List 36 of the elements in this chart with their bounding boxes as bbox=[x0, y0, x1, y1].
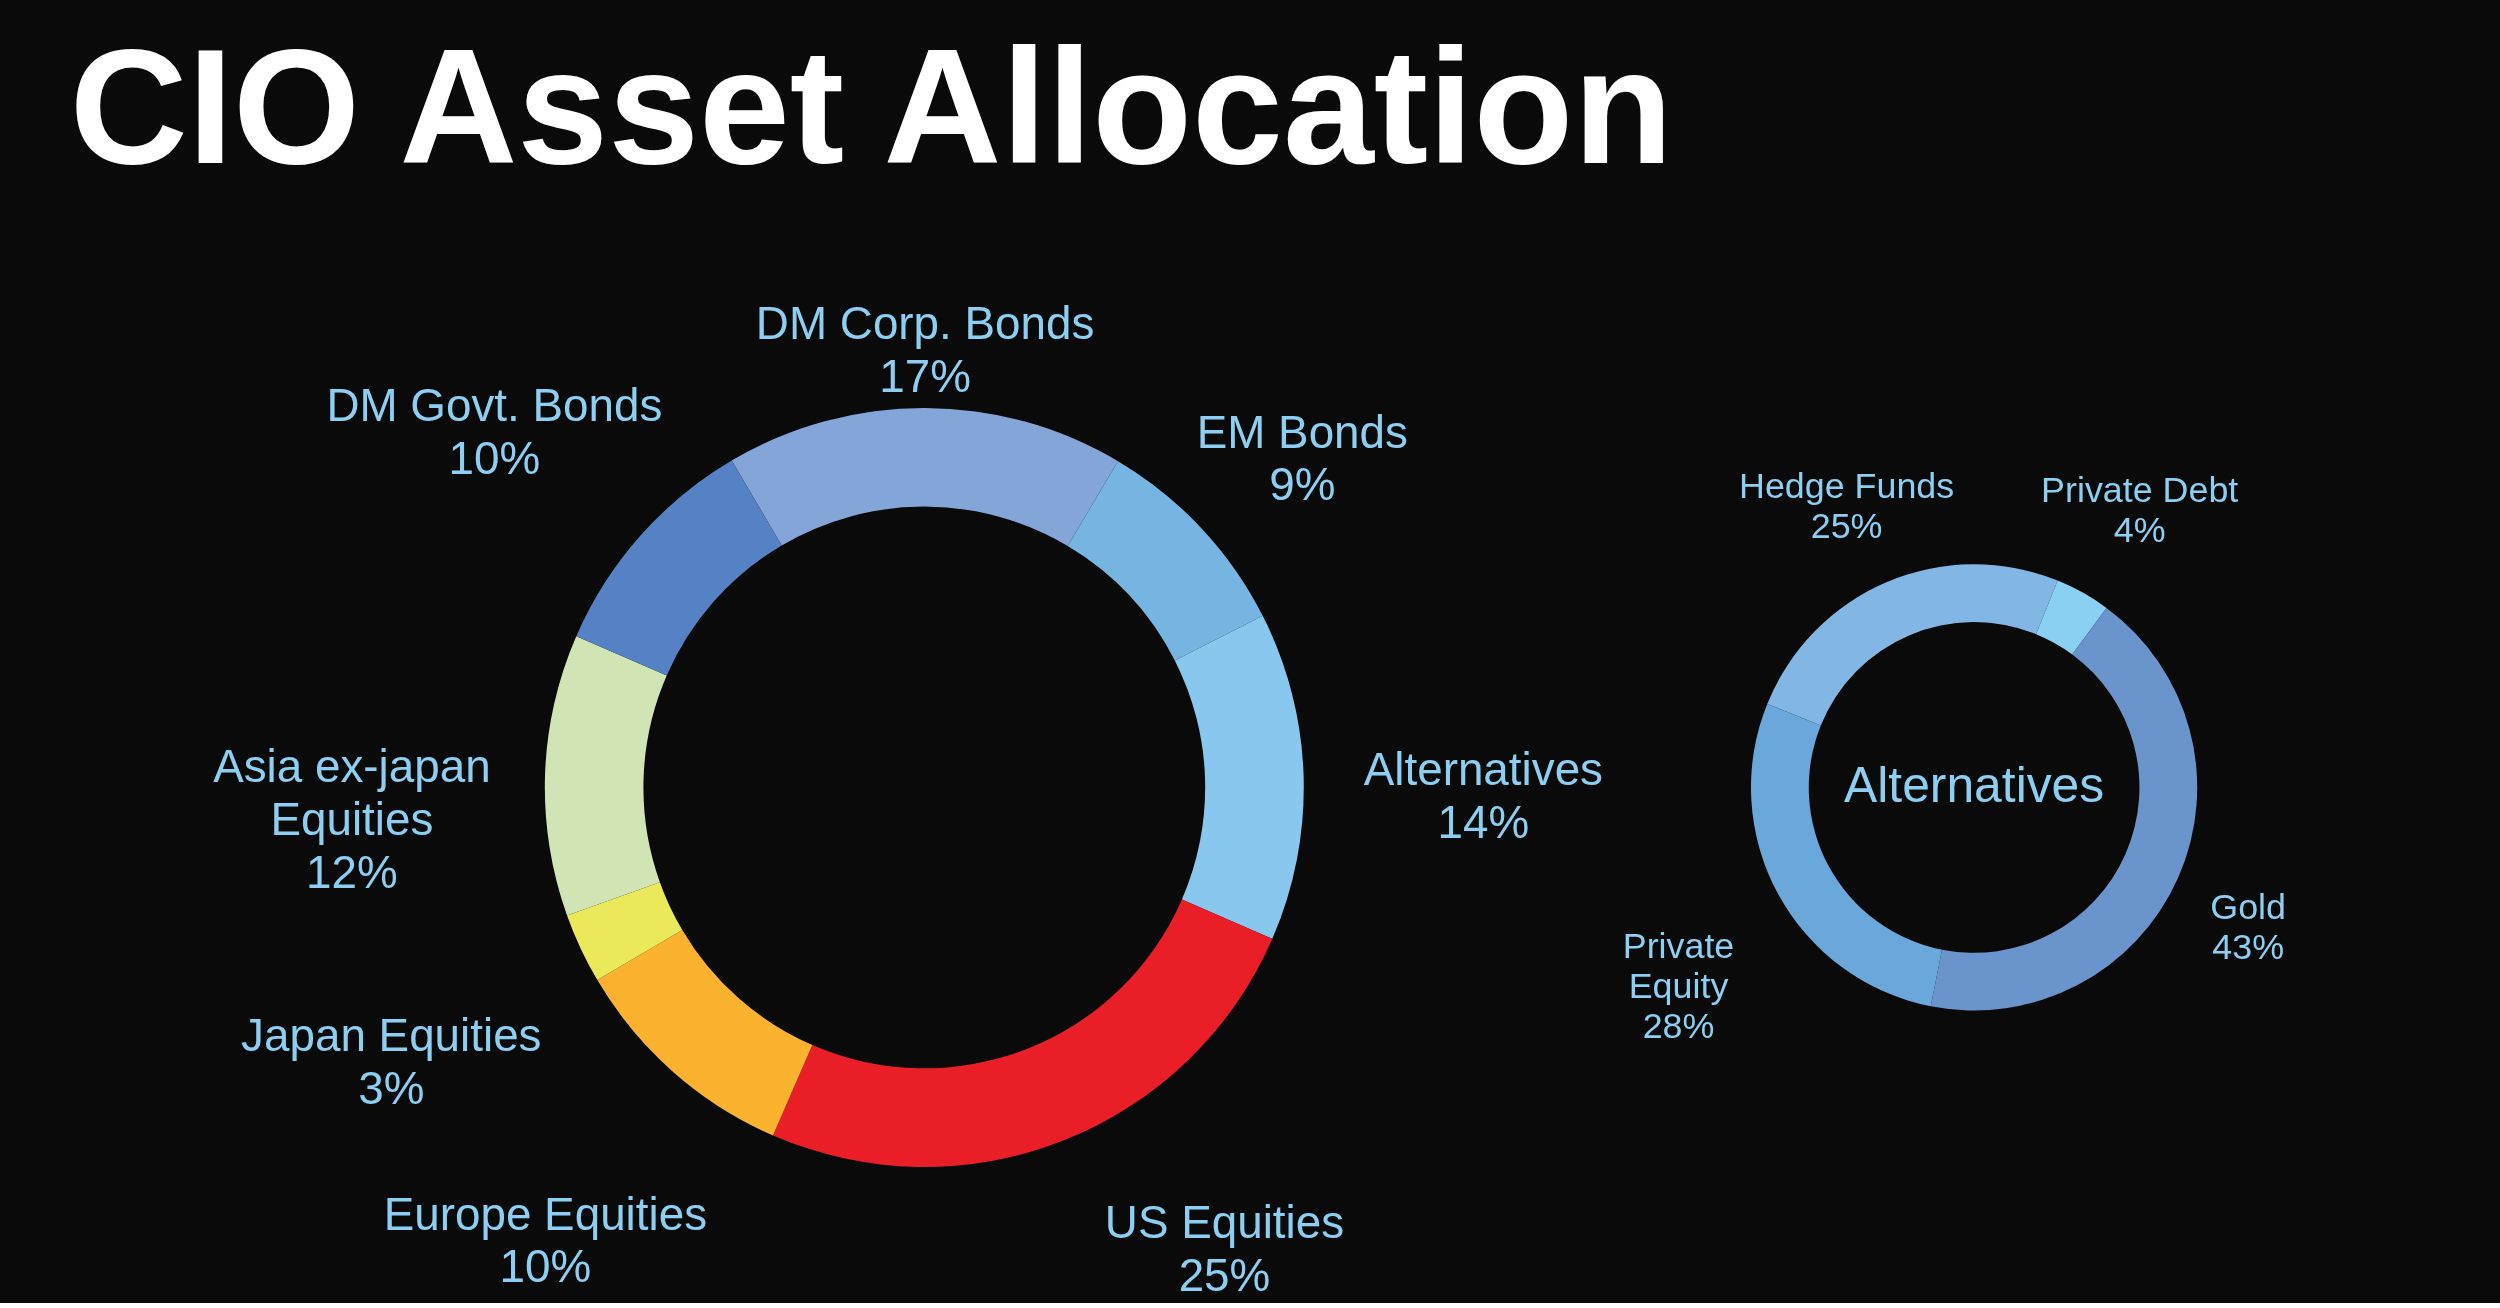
slice-label: DM Corp. Bonds bbox=[755, 297, 1095, 349]
slice-label: Asia ex-japan Equities bbox=[213, 741, 491, 846]
data-label: 25% bbox=[1810, 505, 1883, 546]
data-label: 43% bbox=[2212, 927, 2285, 968]
data-label: 28% bbox=[1642, 1005, 1715, 1046]
slice-label: Hedge Funds bbox=[1739, 466, 1955, 507]
data-label: 3% bbox=[358, 1062, 425, 1114]
data-label: 9% bbox=[1269, 459, 1336, 511]
data-label: 12% bbox=[306, 846, 398, 898]
slice-label: DM Govt. Bonds bbox=[326, 380, 663, 432]
donut-slice bbox=[567, 882, 683, 981]
slice-label: Private Debt bbox=[2041, 470, 2239, 511]
slice-label: EM Bonds bbox=[1196, 406, 1408, 458]
donut-slice bbox=[545, 636, 667, 916]
slice-label: Alternatives bbox=[1363, 743, 1604, 795]
data-label: 14% bbox=[1437, 796, 1530, 848]
chart-title: CIO Asset Allocation bbox=[69, 14, 1674, 198]
slice-label: Gold bbox=[2210, 887, 2287, 928]
data-label: 25% bbox=[1178, 1249, 1271, 1301]
data-label: 4% bbox=[2113, 509, 2166, 550]
data-label: 17% bbox=[879, 350, 971, 402]
donut-slice bbox=[2036, 580, 2107, 655]
donut-slice bbox=[1067, 461, 1263, 661]
donut-slice bbox=[731, 408, 1119, 546]
slice-label: Private Equity bbox=[1622, 926, 1735, 1007]
donut-slice bbox=[1174, 615, 1304, 939]
text: Alternatives bbox=[1844, 757, 2105, 814]
data-label: 10% bbox=[499, 1241, 592, 1293]
data-label: 10% bbox=[448, 432, 541, 484]
donut-slice bbox=[772, 899, 1273, 1167]
donut-slice bbox=[576, 460, 782, 676]
slice-label: Europe Equities bbox=[383, 1188, 708, 1240]
donut-slice bbox=[597, 930, 813, 1136]
donut-slice bbox=[1767, 564, 2058, 726]
slice-label: US Equities bbox=[1104, 1197, 1345, 1249]
slice-label: Japan Equities bbox=[241, 1010, 542, 1062]
